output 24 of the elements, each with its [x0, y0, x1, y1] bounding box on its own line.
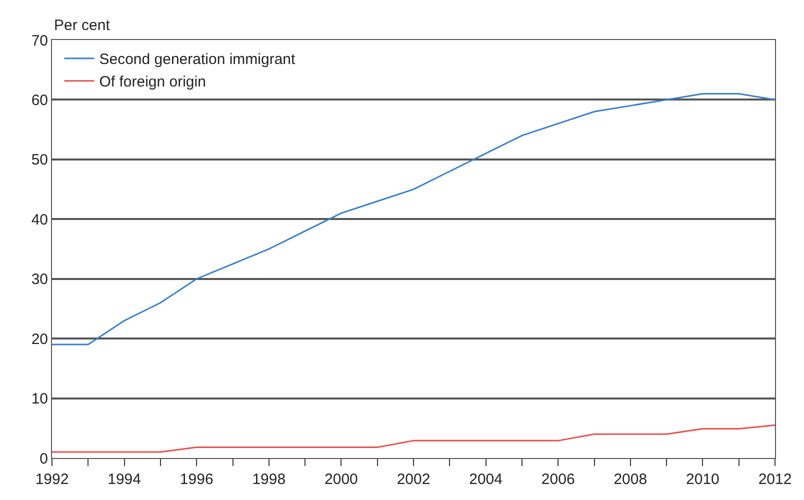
x-tick-label: 1998 — [252, 471, 286, 488]
x-tick-label: 2008 — [614, 471, 648, 488]
x-tick-label: 1996 — [180, 471, 214, 488]
y-tick-label: 60 — [31, 92, 48, 109]
line-series — [52, 424, 775, 453]
y-tick-label: 50 — [31, 152, 48, 169]
y-axis-title: Per cent — [54, 17, 111, 34]
legend-label: Of foreign origin — [99, 74, 206, 91]
x-tick-label: 2000 — [324, 471, 358, 488]
x-tick-label: 2004 — [469, 471, 502, 488]
y-tick-label: 10 — [31, 390, 48, 408]
y-tick-label: 70 — [31, 32, 48, 50]
x-tick-label: 2006 — [541, 471, 575, 488]
line-series — [52, 92, 775, 346]
y-tick-label: 20 — [31, 330, 48, 348]
x-tick-label: 2002 — [396, 471, 430, 488]
x-tick-label: 2010 — [686, 471, 720, 488]
y-tick-label: 0 — [40, 450, 48, 468]
x-tick-label: 1994 — [108, 471, 141, 488]
x-tick-label: 1992 — [35, 471, 69, 488]
y-tick-label: 30 — [31, 271, 48, 288]
x-tick-label: 2012 — [758, 471, 792, 488]
legend-label: Second generation immigrant — [99, 51, 296, 68]
y-tick-label: 40 — [31, 211, 48, 228]
